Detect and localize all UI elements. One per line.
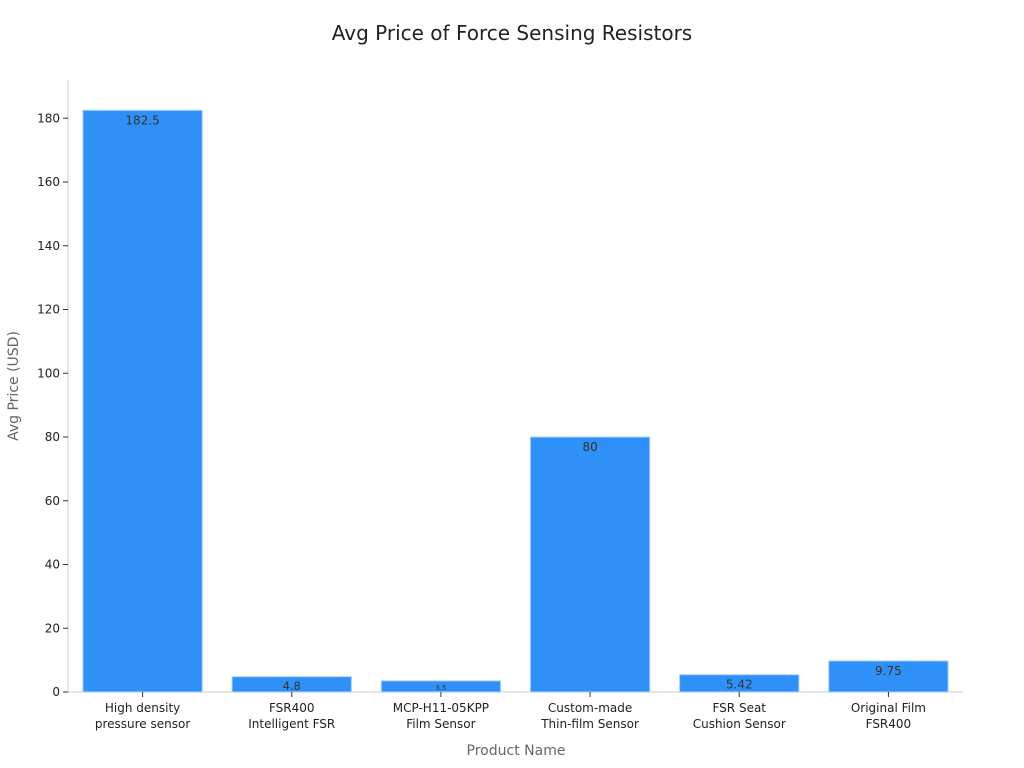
x-tick-label: High density [105,701,180,715]
y-tick-label: 40 [45,558,60,572]
x-tick-label: FSR400 [866,717,912,731]
bar-value-label: 3.5 [435,683,446,692]
y-tick-label: 140 [37,239,60,253]
bar-value-label: 80 [582,440,597,454]
y-tick-label: 20 [45,621,60,635]
y-tick-label: 120 [37,303,60,317]
x-tick-label: MCP-H11-05KPP [393,701,489,715]
x-tick-label: Original Film [851,701,926,715]
bar-value-label: 5.42 [726,678,753,692]
y-tick-label: 0 [52,685,60,699]
x-tick-label: FSR Seat [712,701,766,715]
bar [82,109,203,693]
x-tick-label: Thin-film Sensor [540,717,639,731]
plot-area: 0 20 40 60 80 100 120 140 160 180 182.5 High densit… [37,80,963,731]
y-tick-label: 60 [45,494,60,508]
x-tick-label: FSR400 [269,701,315,715]
bar-value-label: 9.75 [875,664,902,678]
x-tick-label: pressure sensor [95,717,190,731]
bar-value-label: 4.8 [283,680,301,693]
x-tick-label: Film Sensor [406,717,475,731]
y-tick-label: 100 [37,366,60,380]
x-tick-label: Custom-made [548,701,632,715]
x-axis-title: Product Name [467,743,566,759]
x-tick-label: Cushion Sensor [693,717,786,731]
chart-title: Avg Price of Force Sensing Resistors [332,21,692,45]
y-axis-title: Avg Price (USD) [6,331,22,441]
y-tick-label: 160 [37,175,60,189]
y-tick-label: 180 [37,111,60,125]
bar [529,436,651,693]
bar-value-label: 182.5 [125,113,159,127]
y-tick-label: 80 [45,430,60,444]
x-tick-label: Intelligent FSR [248,717,335,731]
